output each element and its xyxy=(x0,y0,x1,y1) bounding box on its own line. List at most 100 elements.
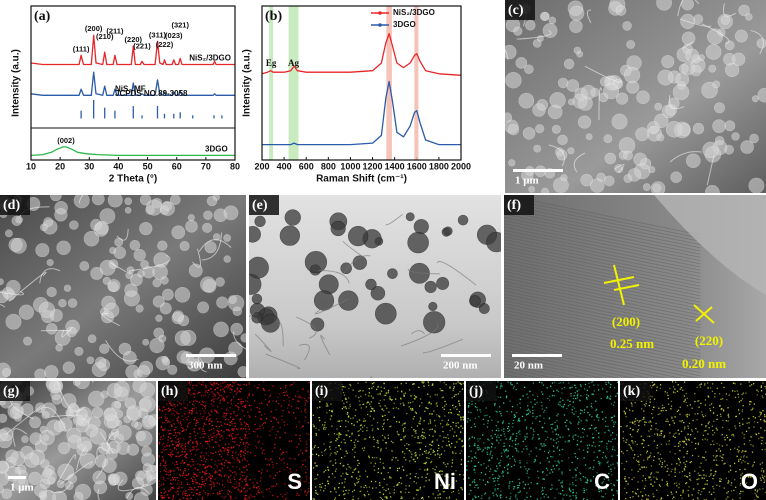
eds-dot xyxy=(171,424,172,425)
eds-dot xyxy=(316,433,317,434)
eds-dot xyxy=(349,466,350,467)
eds-dot xyxy=(578,428,579,429)
eds-dot xyxy=(260,480,261,481)
eds-dot xyxy=(314,447,315,448)
x-tick-label: 80 xyxy=(230,161,240,171)
eds-dot xyxy=(323,443,324,444)
peak-label: (111) xyxy=(73,44,90,53)
eds-dot xyxy=(506,438,507,439)
eds-dot xyxy=(203,437,204,438)
eds-dot xyxy=(405,393,406,394)
eds-dot xyxy=(699,466,700,467)
eds-dot xyxy=(500,388,501,389)
eds-dot xyxy=(344,498,345,499)
eds-dot xyxy=(209,418,210,419)
eds-dot xyxy=(360,396,361,397)
eds-dot xyxy=(496,465,497,466)
eds-dot xyxy=(273,467,274,468)
eds-dot xyxy=(279,393,280,394)
eds-dot xyxy=(448,438,449,439)
eds-dot xyxy=(625,498,626,499)
eds-dot xyxy=(589,468,590,469)
sphere xyxy=(92,407,102,417)
eds-dot xyxy=(667,495,668,496)
eds-dot xyxy=(345,478,346,479)
eds-dot xyxy=(640,454,641,455)
eds-dot xyxy=(225,444,226,445)
eds-dot xyxy=(637,420,638,421)
eds-dot xyxy=(319,420,320,421)
eds-dot xyxy=(416,494,417,495)
sphere xyxy=(35,369,46,380)
eds-dot xyxy=(614,449,615,450)
eds-dot xyxy=(675,476,676,477)
eds-dot xyxy=(549,396,550,397)
particle xyxy=(348,226,368,246)
eds-dot xyxy=(730,485,731,486)
eds-dot xyxy=(586,397,587,398)
eds-dot xyxy=(244,479,245,480)
eds-dot xyxy=(686,453,687,454)
eds-dot xyxy=(488,420,489,421)
eds-dot xyxy=(448,441,449,442)
eds-dot xyxy=(683,491,684,492)
eds-dot xyxy=(389,468,390,469)
eds-dot xyxy=(240,451,241,452)
eds-dot xyxy=(342,408,343,409)
eds-dot xyxy=(708,423,709,424)
eds-dot xyxy=(269,460,270,461)
eds-dot xyxy=(489,416,490,417)
eds-dot xyxy=(254,496,255,497)
eds-dot xyxy=(573,492,574,493)
sphere xyxy=(93,471,106,484)
eds-dot xyxy=(742,424,743,425)
eds-dot xyxy=(674,483,675,484)
eds-dot xyxy=(305,412,306,413)
eds-dot xyxy=(424,486,425,487)
eds-dot xyxy=(485,492,486,493)
eds-dot xyxy=(751,409,752,410)
eds-dot xyxy=(499,406,500,407)
eds-dot xyxy=(348,492,349,493)
eds-dot xyxy=(719,478,720,479)
eds-dot xyxy=(190,433,191,434)
eds-dot xyxy=(397,470,398,471)
eds-dot xyxy=(495,434,496,435)
image-panel: (d)300 nm xyxy=(0,178,269,380)
eds-dot xyxy=(617,493,618,494)
eds-dot xyxy=(180,423,181,424)
eds-dot xyxy=(518,451,519,452)
eds-dot xyxy=(449,430,450,431)
eds-dot xyxy=(742,411,743,412)
eds-dot xyxy=(196,443,197,444)
eds-dot xyxy=(529,391,530,392)
eds-dot xyxy=(263,496,264,497)
eds-dot xyxy=(754,403,755,404)
eds-dot xyxy=(613,404,614,405)
eds-dot xyxy=(170,449,171,450)
eds-dot xyxy=(738,397,739,398)
eds-dot xyxy=(358,397,359,398)
eds-dot xyxy=(244,422,245,423)
eds-dot xyxy=(227,449,228,450)
eds-dot xyxy=(306,478,307,479)
eds-dot xyxy=(242,481,243,482)
eds-dot xyxy=(220,386,221,387)
eds-dot xyxy=(247,424,248,425)
eds-dot xyxy=(220,395,221,396)
eds-dot xyxy=(583,449,584,450)
eds-dot xyxy=(468,477,469,478)
eds-dot xyxy=(656,471,657,472)
eds-dot xyxy=(197,413,198,414)
sphere xyxy=(95,357,105,367)
sphere xyxy=(142,446,152,456)
eds-dot xyxy=(499,411,500,412)
eds-dot xyxy=(389,477,390,478)
eds-dot xyxy=(200,487,201,488)
eds-dot xyxy=(587,435,588,436)
eds-dot xyxy=(738,461,739,462)
eds-dot xyxy=(630,434,631,435)
eds-dot xyxy=(492,444,493,445)
eds-dot xyxy=(719,444,720,445)
eds-dot xyxy=(426,457,427,458)
